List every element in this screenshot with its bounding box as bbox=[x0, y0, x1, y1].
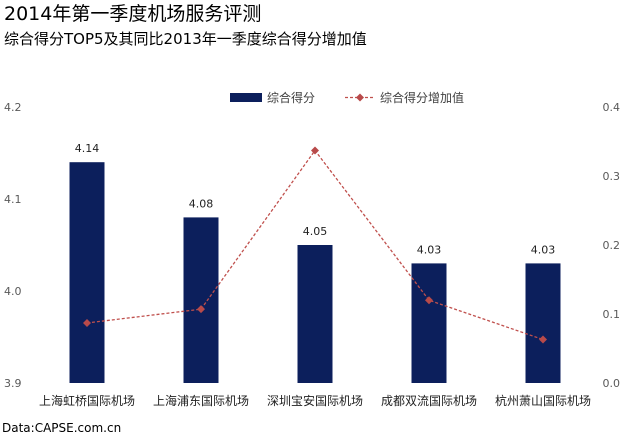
legend-bar-label: 综合得分 bbox=[267, 90, 315, 105]
y-left-tick-label: 4.1 bbox=[4, 193, 22, 206]
x-tick-label: 深圳宝安国际机场 bbox=[267, 393, 363, 408]
data-source: Data:CAPSE.com.cn bbox=[2, 421, 122, 435]
bar bbox=[411, 263, 447, 383]
y-right-tick-label: 0.4 bbox=[603, 101, 621, 114]
line-point bbox=[539, 335, 547, 344]
line-point bbox=[197, 305, 205, 314]
line-point bbox=[425, 296, 433, 305]
x-tick-label: 上海虹桥国际机场 bbox=[39, 393, 135, 408]
y-right-tick-label: 0.3 bbox=[603, 170, 621, 183]
chart-subtitle: 综合得分TOP5及其同比2013年一季度综合得分增加值 bbox=[4, 30, 367, 48]
bar-value-label: 4.14 bbox=[75, 142, 100, 155]
y-right-tick-label: 0.2 bbox=[603, 239, 621, 252]
legend-line-label: 综合得分增加值 bbox=[380, 90, 464, 105]
x-tick-label: 杭州萧山国际机场 bbox=[495, 393, 591, 408]
y-left-tick-label: 3.9 bbox=[4, 377, 22, 390]
bar-value-label: 4.03 bbox=[531, 243, 556, 256]
chart-title: 2014年第一季度机场服务评测 bbox=[4, 3, 262, 25]
legend-bar-swatch bbox=[230, 93, 262, 102]
axes-layer: 4.2 4.1 4.0 3.9 0.4 0.3 0.2 0.1 0.0 上海虹桥国际机场 上海浦东国… bbox=[4, 101, 620, 408]
bar-value-label: 4.08 bbox=[189, 197, 214, 210]
legend-line-marker bbox=[356, 93, 364, 102]
y-left-tick-label: 4.0 bbox=[4, 285, 22, 298]
legend: 综合得分 综合得分增加值 bbox=[230, 90, 464, 105]
bar bbox=[69, 162, 105, 383]
y-right-tick-label: 0.1 bbox=[603, 308, 621, 321]
bar bbox=[183, 217, 219, 383]
y-left-tick-label: 4.2 bbox=[4, 101, 22, 114]
bar-value-label: 4.05 bbox=[303, 225, 328, 238]
x-tick-label: 成都双流国际机场 bbox=[381, 394, 477, 408]
bar bbox=[525, 263, 561, 383]
x-tick-label: 上海浦东国际机场 bbox=[153, 393, 249, 408]
bar-value-label: 4.03 bbox=[417, 243, 442, 256]
line-point bbox=[311, 146, 319, 155]
bar bbox=[297, 245, 333, 383]
line-layer bbox=[83, 146, 547, 344]
line-point bbox=[83, 318, 91, 327]
bars-layer: 4.14 4.08 4.05 4.03 4.03 bbox=[69, 142, 561, 383]
y-right-tick-label: 0.0 bbox=[603, 377, 621, 390]
